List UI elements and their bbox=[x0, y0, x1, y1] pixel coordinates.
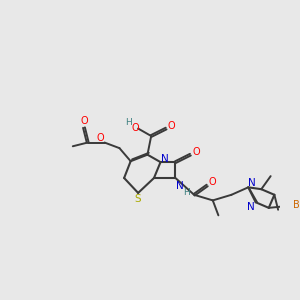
Text: O: O bbox=[209, 177, 217, 187]
Text: O: O bbox=[96, 133, 104, 143]
Text: O: O bbox=[168, 121, 176, 131]
Text: N: N bbox=[161, 154, 169, 164]
Text: O: O bbox=[131, 123, 139, 133]
Text: O: O bbox=[80, 116, 88, 126]
Text: Br: Br bbox=[293, 200, 300, 210]
Text: S: S bbox=[135, 194, 141, 205]
Text: N: N bbox=[247, 202, 255, 212]
Text: N: N bbox=[248, 178, 256, 188]
Text: H: H bbox=[183, 188, 190, 197]
Text: O: O bbox=[192, 147, 200, 157]
Text: N: N bbox=[176, 182, 184, 191]
Text: H: H bbox=[125, 118, 132, 127]
